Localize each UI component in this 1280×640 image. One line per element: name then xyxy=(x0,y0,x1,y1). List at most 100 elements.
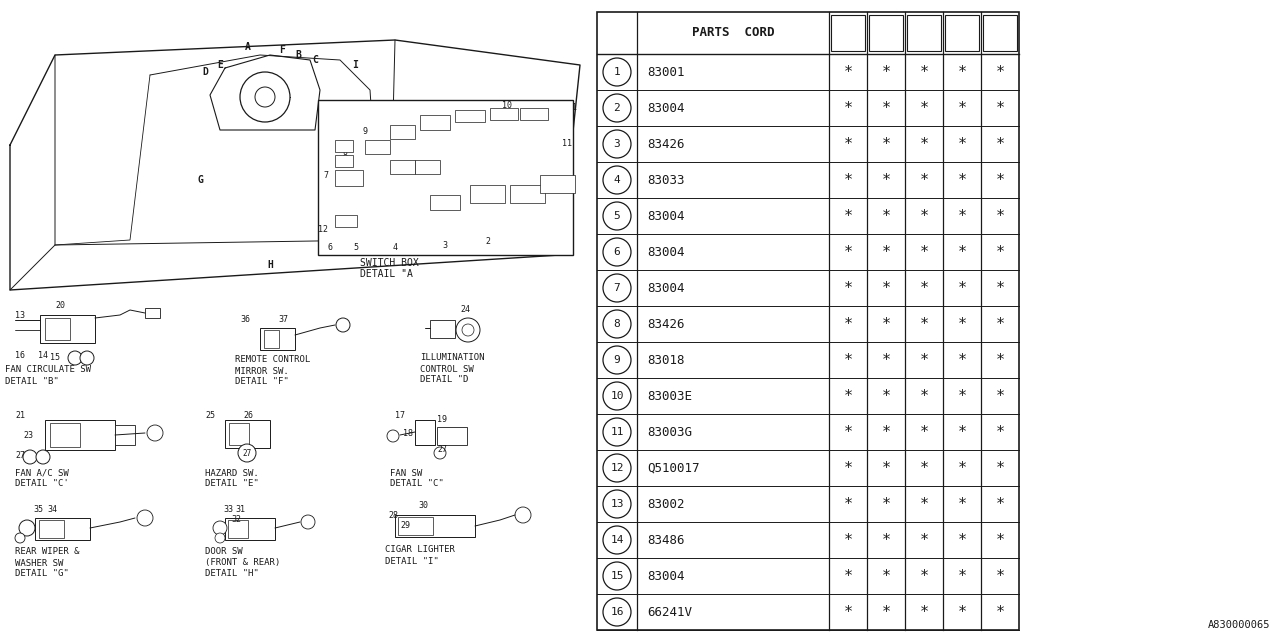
Text: G: G xyxy=(197,175,204,185)
Circle shape xyxy=(603,202,631,230)
Text: 10: 10 xyxy=(502,100,512,109)
Text: *: * xyxy=(996,497,1005,511)
Circle shape xyxy=(137,510,154,526)
Circle shape xyxy=(603,454,631,482)
Circle shape xyxy=(79,351,93,365)
Text: 83004: 83004 xyxy=(646,570,685,582)
Text: CIGAR LIGHTER: CIGAR LIGHTER xyxy=(385,545,454,554)
Text: 11: 11 xyxy=(562,138,572,147)
Text: *: * xyxy=(882,209,891,223)
Text: 7: 7 xyxy=(324,170,329,179)
Circle shape xyxy=(603,310,631,338)
Text: *: * xyxy=(996,209,1005,223)
Circle shape xyxy=(603,58,631,86)
Text: *: * xyxy=(919,244,928,259)
Text: DETAIL "A: DETAIL "A xyxy=(360,269,413,279)
Bar xyxy=(50,423,79,447)
Circle shape xyxy=(238,444,256,462)
Text: *: * xyxy=(882,280,891,296)
Circle shape xyxy=(36,450,50,464)
Text: *: * xyxy=(882,461,891,476)
Text: *: * xyxy=(996,100,1005,115)
Text: *: * xyxy=(844,317,852,332)
Text: SWITCH BOX: SWITCH BOX xyxy=(360,258,419,268)
Circle shape xyxy=(301,515,315,529)
Text: 23: 23 xyxy=(23,431,33,440)
Text: *: * xyxy=(882,65,891,79)
Text: REMOTE CONTROL: REMOTE CONTROL xyxy=(236,355,310,365)
Text: *: * xyxy=(996,244,1005,259)
Text: 66241V: 66241V xyxy=(646,605,692,618)
Text: *: * xyxy=(957,605,966,620)
Text: 36: 36 xyxy=(241,316,250,324)
Text: *: * xyxy=(919,317,928,332)
Text: (FRONT & REAR): (FRONT & REAR) xyxy=(205,559,280,568)
Text: *: * xyxy=(957,568,966,584)
Text: *: * xyxy=(844,173,852,188)
Text: 31: 31 xyxy=(236,506,244,515)
Text: 83003E: 83003E xyxy=(646,390,692,403)
Text: *: * xyxy=(919,388,928,403)
Bar xyxy=(470,185,506,203)
Circle shape xyxy=(23,450,37,464)
Text: 26: 26 xyxy=(243,410,253,419)
Bar xyxy=(596,12,1019,630)
Text: *: * xyxy=(996,388,1005,403)
Text: 3: 3 xyxy=(613,139,621,149)
Text: PARTS  CORD: PARTS CORD xyxy=(691,26,774,40)
Text: *: * xyxy=(957,209,966,223)
Text: 15: 15 xyxy=(611,571,623,581)
Text: *: * xyxy=(996,353,1005,367)
Text: 83426: 83426 xyxy=(646,138,685,150)
Text: *: * xyxy=(919,136,928,152)
Circle shape xyxy=(255,87,275,107)
Text: 83426: 83426 xyxy=(646,317,685,330)
Text: *: * xyxy=(919,532,928,547)
Text: DETAIL "E": DETAIL "E" xyxy=(205,479,259,488)
Bar xyxy=(365,140,390,154)
Text: 10: 10 xyxy=(611,391,623,401)
Circle shape xyxy=(215,533,225,543)
Text: DETAIL "C': DETAIL "C' xyxy=(15,479,69,488)
Bar xyxy=(454,110,485,122)
Text: HAZARD SW.: HAZARD SW. xyxy=(205,468,259,477)
Bar xyxy=(396,515,475,537)
Text: *: * xyxy=(882,388,891,403)
Text: *: * xyxy=(844,605,852,620)
Text: 12: 12 xyxy=(317,225,328,234)
Text: 83001: 83001 xyxy=(646,65,685,79)
Text: 14: 14 xyxy=(38,351,49,360)
Text: *: * xyxy=(996,136,1005,152)
Circle shape xyxy=(147,425,163,441)
Text: DETAIL "D: DETAIL "D xyxy=(420,376,468,385)
Text: 83004: 83004 xyxy=(646,102,685,115)
Text: B: B xyxy=(296,50,301,60)
Circle shape xyxy=(241,72,291,122)
Text: A830000065: A830000065 xyxy=(1207,620,1270,630)
Text: 28: 28 xyxy=(388,511,398,520)
Text: 19: 19 xyxy=(436,415,447,424)
Text: *: * xyxy=(919,353,928,367)
Text: 32: 32 xyxy=(230,515,241,525)
Text: *: * xyxy=(882,353,891,367)
Circle shape xyxy=(603,94,631,122)
Text: *: * xyxy=(844,100,852,115)
Text: 11: 11 xyxy=(611,427,623,437)
Text: CONTROL SW: CONTROL SW xyxy=(420,365,474,374)
Text: 9
1: 9 1 xyxy=(883,22,890,44)
Bar xyxy=(45,420,115,450)
Text: 33: 33 xyxy=(223,506,233,515)
Text: *: * xyxy=(996,173,1005,188)
Text: 2: 2 xyxy=(613,103,621,113)
Text: *: * xyxy=(844,497,852,511)
Bar xyxy=(983,15,1018,51)
Text: I: I xyxy=(352,60,358,70)
Text: *: * xyxy=(957,461,966,476)
Text: *: * xyxy=(957,244,966,259)
Text: *: * xyxy=(957,497,966,511)
Circle shape xyxy=(68,351,82,365)
Circle shape xyxy=(434,447,445,459)
Text: *: * xyxy=(844,568,852,584)
Text: WASHER SW: WASHER SW xyxy=(15,559,64,568)
Bar xyxy=(225,518,275,540)
